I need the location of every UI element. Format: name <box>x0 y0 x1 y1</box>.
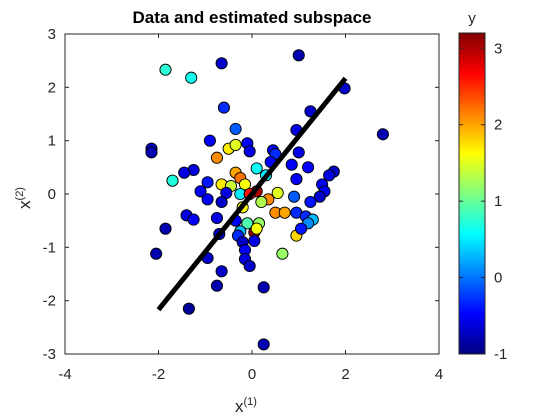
data-point <box>185 71 198 84</box>
y-tick-label: 2 <box>48 79 56 96</box>
data-point <box>229 122 242 135</box>
data-point <box>292 49 305 62</box>
data-point <box>187 213 200 226</box>
data-point <box>210 211 223 225</box>
data-point <box>210 151 223 164</box>
x-tick-label: -2 <box>152 366 165 383</box>
colorbar-tick-label: 1 <box>494 193 502 210</box>
data-point <box>215 57 228 70</box>
data-point <box>201 193 214 206</box>
data-point <box>295 222 308 235</box>
data-point <box>145 146 158 159</box>
data-point <box>159 222 172 235</box>
data-point <box>203 134 216 147</box>
data-point <box>229 138 242 151</box>
colorbar-tick-label: -1 <box>494 346 507 363</box>
data-point <box>304 195 317 209</box>
data-point <box>278 206 291 219</box>
data-point <box>182 302 195 315</box>
y-tick-label: -3 <box>43 346 56 363</box>
data-point <box>323 169 336 182</box>
data-point <box>271 186 284 199</box>
data-point <box>255 195 268 209</box>
y-tick-label: -2 <box>43 293 56 310</box>
data-point <box>243 259 256 273</box>
data-point <box>166 174 179 187</box>
data-point <box>217 101 230 114</box>
data-point <box>302 161 315 174</box>
y-tick-label: 0 <box>48 186 56 203</box>
data-point <box>376 128 389 141</box>
data-point <box>290 173 303 186</box>
data-point <box>257 338 270 351</box>
colorbar-tick-label: 3 <box>494 40 502 57</box>
x-tick-label: -4 <box>58 366 71 383</box>
data-point <box>201 176 214 189</box>
data-point <box>276 247 289 260</box>
colorbar-label: y <box>468 10 476 27</box>
x-axis: -4 -2 0 2 4 <box>58 34 443 383</box>
chart-title: Data and estimated subspace <box>132 8 371 27</box>
data-point <box>257 281 270 294</box>
x-tick-label: 0 <box>248 366 256 383</box>
colorbar <box>458 32 486 355</box>
data-point <box>243 145 256 158</box>
y-axis-label: x(2) <box>14 187 34 209</box>
x-axis-label: x(1) <box>235 396 257 416</box>
y-tick-label: 3 <box>48 26 56 43</box>
data-point <box>194 185 207 198</box>
data-point <box>288 190 301 203</box>
data-point <box>210 279 223 292</box>
data-point <box>238 178 252 191</box>
data-point <box>178 166 191 179</box>
x-tick-label: 2 <box>341 366 349 383</box>
x-tick-label: 4 <box>435 366 443 383</box>
colorbar-tick-label: 0 <box>494 270 502 287</box>
colorbar-ticks: -1 0 1 2 3 <box>459 40 507 363</box>
subspace-line <box>156 76 348 312</box>
data-point <box>248 234 261 247</box>
data-point <box>313 190 326 203</box>
data-point <box>285 158 298 171</box>
data-point <box>159 63 172 76</box>
data-point <box>150 247 163 260</box>
data-point <box>241 217 254 230</box>
y-tick-label: -1 <box>43 239 56 256</box>
data-point <box>292 146 305 159</box>
data-point <box>250 162 263 175</box>
y-axis: -3 -2 -1 0 1 2 3 <box>43 26 439 363</box>
colorbar-tick-label: 2 <box>494 117 502 134</box>
data-point <box>250 222 263 235</box>
y-tick-label: 1 <box>48 133 56 150</box>
data-point <box>215 265 228 278</box>
data-point <box>215 195 228 209</box>
